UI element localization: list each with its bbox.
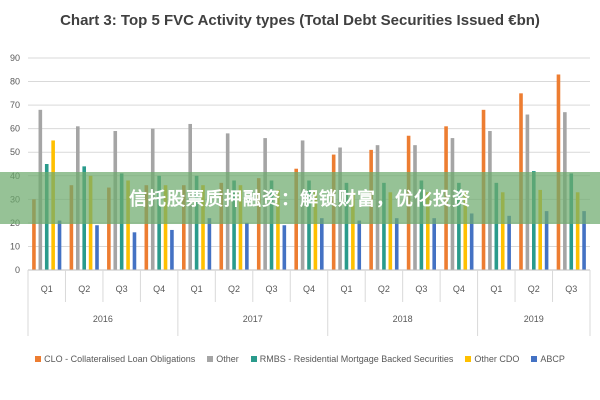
bar xyxy=(95,225,99,270)
bar xyxy=(207,218,212,270)
x-tick-label: Q4 xyxy=(153,284,165,294)
bar xyxy=(394,218,399,270)
legend-swatch xyxy=(531,356,538,362)
year-label: 2019 xyxy=(524,314,544,324)
bar xyxy=(575,192,580,270)
y-tick-label: 80 xyxy=(10,77,20,87)
legend-swatch xyxy=(250,356,257,362)
bar xyxy=(500,192,505,270)
bar xyxy=(582,211,586,270)
bar xyxy=(57,220,62,270)
bar xyxy=(282,225,287,270)
x-tick-label: Q4 xyxy=(303,284,315,294)
bar xyxy=(126,180,130,270)
bar xyxy=(245,222,249,270)
legend-swatch xyxy=(207,356,214,362)
bar xyxy=(69,185,74,270)
x-tick-label: Q1 xyxy=(490,284,502,294)
legend-item: RMBS - Residential Mortgage Backed Secur… xyxy=(250,354,454,364)
bar xyxy=(307,180,311,270)
x-axis: Q1 Q2 Q3 Q4 Q1 Q2 Q3 Q4 Q1 Q2 Q3 Q4 Q1 Q2 Q3 2016 2017 20… xyxy=(27,269,591,336)
bar xyxy=(313,189,318,270)
x-tick-label: Q1 xyxy=(41,284,53,294)
bar xyxy=(344,182,349,270)
legend-item: Other xyxy=(207,354,239,364)
legend-label: RMBS - Residential Mortgage Backed Secur… xyxy=(259,354,454,364)
bar xyxy=(32,199,36,270)
x-tick-label: Q3 xyxy=(116,284,128,294)
bar xyxy=(276,189,280,270)
year-label: 2018 xyxy=(393,314,413,324)
x-tick-label: Q2 xyxy=(78,284,90,294)
bar xyxy=(457,182,461,270)
bar xyxy=(132,232,137,270)
legend-label: CLO - Collateralised Loan Obligations xyxy=(44,354,196,364)
bar xyxy=(382,182,386,270)
bar xyxy=(219,182,224,270)
y-axis-ticks: 0102030405060708090 xyxy=(10,53,20,275)
bar xyxy=(170,229,174,270)
legend-swatch xyxy=(465,356,472,362)
legend-label: ABCP xyxy=(540,354,565,364)
bar xyxy=(163,185,168,270)
bar xyxy=(507,215,511,270)
bar xyxy=(544,211,549,270)
bar xyxy=(201,185,205,270)
bar xyxy=(107,187,111,270)
bar xyxy=(538,189,542,270)
y-tick-label: 70 xyxy=(10,100,20,110)
bar xyxy=(388,192,393,270)
x-tick-label: Q2 xyxy=(378,284,390,294)
y-tick-label: 10 xyxy=(10,241,20,251)
bar xyxy=(469,213,474,270)
bar xyxy=(351,192,355,270)
bar xyxy=(182,185,186,270)
y-tick-label: 90 xyxy=(10,53,20,63)
chart-title: Chart 3: Top 5 FVC Activity types (Total… xyxy=(60,12,540,29)
x-tick-label: Q2 xyxy=(228,284,240,294)
bar xyxy=(357,220,362,270)
bar xyxy=(432,218,436,270)
y-tick-label: 50 xyxy=(10,147,20,157)
bar xyxy=(463,192,468,270)
watermark-banner: 信托股票质押融资：解锁财富，优化投资 xyxy=(0,172,600,224)
bar xyxy=(269,180,274,270)
bar xyxy=(419,180,424,270)
bar xyxy=(256,178,261,270)
x-tick-label: Q4 xyxy=(453,284,465,294)
legend-item: ABCP xyxy=(531,354,565,364)
legend-item: CLO - Collateralised Loan Obligations xyxy=(35,354,195,364)
legend-label: Other xyxy=(216,354,239,364)
bar xyxy=(238,185,243,270)
x-tick-label: Q3 xyxy=(266,284,278,294)
x-tick-label: Q3 xyxy=(565,284,577,294)
y-tick-label: 60 xyxy=(10,124,20,134)
legend-label: Other CDO xyxy=(474,354,520,364)
x-tick-label: Q2 xyxy=(528,284,540,294)
y-tick-label: 0 xyxy=(15,265,20,275)
legend-item: Other CDO xyxy=(465,354,519,364)
year-label: 2017 xyxy=(243,314,263,324)
bar xyxy=(426,192,430,270)
year-label: 2016 xyxy=(93,314,113,324)
legend-swatch xyxy=(35,356,42,362)
x-tick-label: Q3 xyxy=(415,284,427,294)
bar xyxy=(232,180,236,270)
x-tick-label: Q1 xyxy=(191,284,203,294)
bar xyxy=(494,182,499,270)
legend: CLO - Collateralised Loan Obligations Oth… xyxy=(0,354,600,364)
x-tick-label: Q1 xyxy=(340,284,352,294)
bar xyxy=(320,218,324,270)
bar xyxy=(144,185,149,270)
